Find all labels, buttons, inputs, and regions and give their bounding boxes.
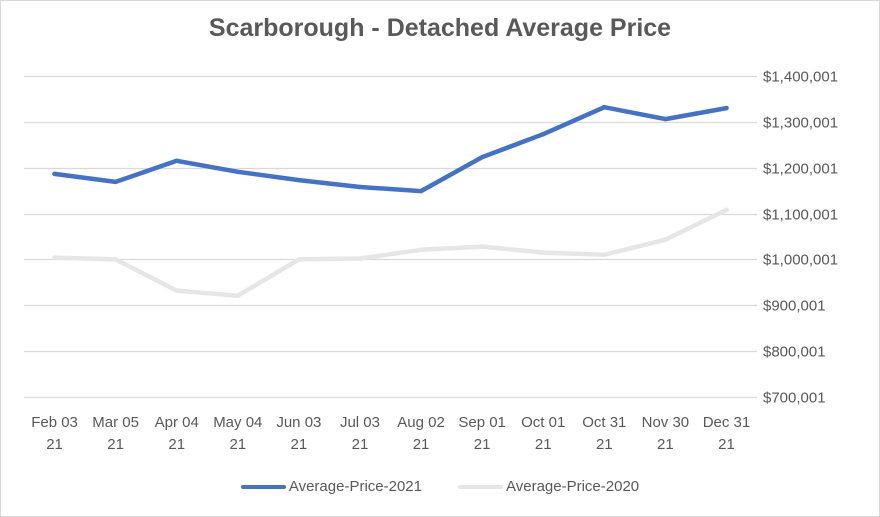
data-point[interactable] — [113, 179, 118, 185]
series-line-average-price-2020[interactable] — [52, 207, 729, 298]
x-tick-label: Oct 31 21 — [582, 414, 626, 453]
data-point[interactable] — [663, 116, 668, 122]
x-tick-label: Sep 01 21 — [458, 414, 506, 453]
data-point[interactable] — [724, 105, 729, 111]
legend: Average-Price-2021 Average-Price-2020 — [0, 478, 880, 495]
legend-swatch-2020 — [458, 484, 503, 489]
x-tick-label: Dec 31 21 — [703, 414, 751, 453]
data-point[interactable] — [174, 158, 179, 164]
legend-label-2021: Average-Price-2021 — [288, 478, 422, 495]
data-point[interactable] — [235, 169, 240, 175]
legend-item-2020[interactable]: Average-Price-2020 — [458, 478, 639, 495]
y-tick-label: $900,001 — [763, 298, 826, 315]
data-point[interactable] — [357, 256, 363, 261]
data-point[interactable] — [418, 247, 424, 252]
data-point[interactable] — [235, 293, 240, 298]
data-point[interactable] — [479, 154, 485, 160]
data-point[interactable] — [52, 171, 57, 177]
x-tick-label: May 04 21 — [213, 414, 262, 453]
x-tick-label: Jul 03 21 — [340, 414, 380, 453]
y-tick-label: $1,000,001 — [763, 252, 838, 269]
chart-title: Scarborough - Detached Average Price — [208, 14, 672, 42]
data-point[interactable] — [602, 104, 607, 110]
y-tick-label: $1,200,001 — [763, 161, 838, 178]
x-tick-label: Nov 30 21 — [642, 414, 690, 453]
data-point[interactable] — [113, 257, 118, 262]
x-tick-label: Oct 01 21 — [521, 414, 565, 453]
data-point[interactable] — [602, 252, 607, 258]
data-point[interactable] — [296, 177, 302, 183]
data-point[interactable] — [663, 237, 668, 242]
y-tick-label: $800,001 — [763, 344, 826, 361]
data-point[interactable] — [724, 207, 729, 213]
y-tick-label: $1,400,001 — [763, 69, 838, 86]
x-tick-label: Jun 03 21 — [276, 414, 321, 453]
legend-swatch-2021 — [240, 484, 286, 489]
y-tick-label: $1,100,001 — [763, 207, 838, 224]
series-line-average-price-2021[interactable] — [52, 104, 729, 194]
x-tick-label: Mar 05 21 — [92, 414, 139, 453]
data-point[interactable] — [174, 288, 179, 293]
data-point[interactable] — [418, 188, 424, 194]
y-tick-label: $700,001 — [763, 390, 826, 407]
x-axis-ticks: Feb 03 21 Mar 05 21 Apr 04 21 May 04 21 Jun 03 21… — [31, 414, 750, 453]
data-point[interactable] — [541, 132, 546, 137]
x-tick-label: Apr 04 21 — [155, 414, 199, 453]
y-tick-label: $1,300,001 — [763, 115, 838, 132]
data-point[interactable] — [479, 244, 485, 249]
gridlines — [24, 75, 757, 399]
y-axis-ticks: $1,400,001 $1,300,001 $1,200,001 $1,100,001… — [763, 69, 838, 407]
data-point[interactable] — [357, 184, 363, 190]
legend-item-2021[interactable]: Average-Price-2021 — [240, 478, 422, 495]
x-tick-label: Feb 03 21 — [31, 414, 78, 453]
x-tick-label: Aug 02 21 — [397, 414, 445, 453]
data-point[interactable] — [52, 255, 57, 260]
series-lines — [52, 104, 729, 298]
line-chart: $1,400,001 $1,300,001 $1,200,001 $1,100,001… — [24, 69, 838, 453]
data-point[interactable] — [296, 257, 302, 262]
data-point[interactable] — [541, 250, 546, 255]
legend-label-2020: Average-Price-2020 — [506, 478, 640, 495]
